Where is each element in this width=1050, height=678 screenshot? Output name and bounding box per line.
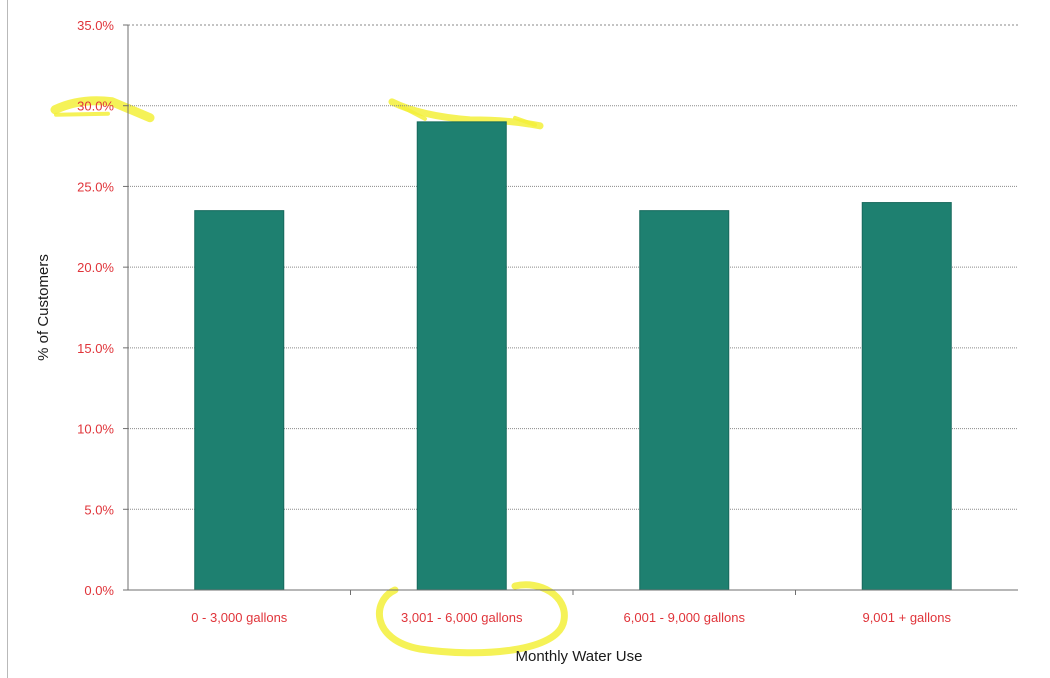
y-tick-label: 15.0% bbox=[77, 341, 114, 356]
y-tick-label: 25.0% bbox=[77, 179, 114, 194]
bar bbox=[194, 210, 285, 591]
bar bbox=[416, 121, 507, 591]
bars bbox=[194, 121, 952, 591]
highlight-mark bbox=[50, 96, 155, 123]
x-tick-labels: 0 - 3,000 gallons 3,001 - 6,000 gallons 6,… bbox=[191, 610, 951, 625]
y-tick-label: 10.0% bbox=[77, 422, 114, 437]
page-edge-line bbox=[7, 0, 8, 678]
y-tick-label: 35.0% bbox=[77, 18, 114, 33]
x-tick-label: 0 - 3,000 gallons bbox=[191, 610, 288, 625]
x-axis-title: Monthly Water Use bbox=[516, 648, 643, 665]
y-tick-label: 5.0% bbox=[84, 502, 114, 517]
y-tick-label: 30.0% bbox=[77, 99, 114, 114]
bar bbox=[639, 210, 730, 591]
bar bbox=[861, 202, 952, 591]
axes bbox=[123, 24, 1018, 595]
highlighter-marks bbox=[50, 96, 568, 657]
x-tick-label: 9,001 + gallons bbox=[862, 610, 951, 625]
x-tick-label: 6,001 - 9,000 gallons bbox=[624, 610, 746, 625]
highlight-mark bbox=[398, 103, 537, 127]
y-axis-title: % of Customers bbox=[35, 254, 52, 361]
x-tick-label: 3,001 - 6,000 gallons bbox=[401, 610, 523, 625]
y-tick-labels: 0.0% 5.0% 10.0% 15.0% 20.0% 25.0% 30.0% 35.0% bbox=[77, 18, 114, 598]
highlight-circle bbox=[376, 581, 568, 657]
highlight-mark bbox=[54, 111, 110, 117]
y-tick-label: 0.0% bbox=[84, 583, 114, 598]
y-tick-label: 20.0% bbox=[77, 260, 114, 275]
